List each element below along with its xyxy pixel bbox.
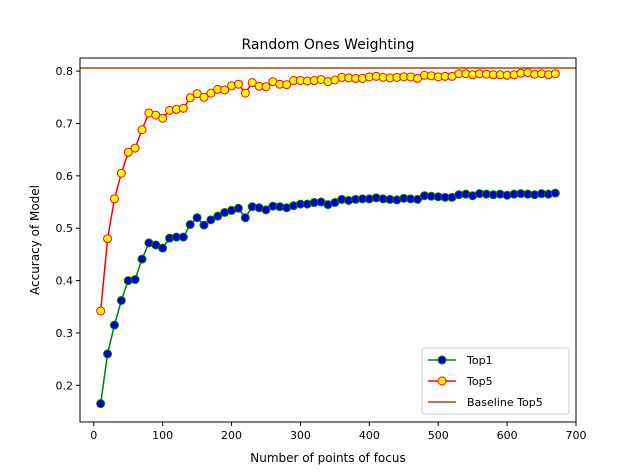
data-point-top5 xyxy=(550,69,560,79)
x-axis-label: Number of points of focus xyxy=(250,451,405,465)
legend-entry: Top1 xyxy=(428,354,493,367)
plot-frame xyxy=(79,57,577,423)
data-point-top5 xyxy=(282,80,292,90)
data-point-top1 xyxy=(240,213,250,223)
chart-title: Random Ones Weighting xyxy=(241,37,414,53)
data-point-top5 xyxy=(240,88,250,98)
data-point-top5 xyxy=(233,79,243,89)
x-tick-label: 500 xyxy=(428,429,449,442)
x-tick-label: 200 xyxy=(221,429,242,442)
data-point-top5 xyxy=(185,93,195,103)
y-axis-label: Accuracy of Model xyxy=(28,185,42,295)
data-point-top5 xyxy=(220,85,230,95)
data-point-top5 xyxy=(158,113,168,123)
y-tick-label: 0.7 xyxy=(56,117,74,130)
x-tick-label: 400 xyxy=(359,429,380,442)
x-tick-label: 100 xyxy=(152,429,173,442)
data-point-top1 xyxy=(261,205,271,215)
data-point-top1 xyxy=(550,188,560,198)
data-point-top5 xyxy=(178,103,188,113)
data-point-top5 xyxy=(247,78,257,88)
data-point-top1 xyxy=(103,349,113,359)
data-point-top1 xyxy=(185,220,195,230)
legend: Top1 Top5 Baseline Top5 xyxy=(421,347,570,415)
data-point-top1 xyxy=(130,275,140,285)
plot-content xyxy=(80,67,576,409)
x-tick-label: 700 xyxy=(566,429,587,442)
x-tick-label: 600 xyxy=(497,429,518,442)
data-point-top1 xyxy=(213,211,223,221)
data-point-top5 xyxy=(96,306,106,316)
data-point-top1 xyxy=(206,215,216,225)
legend-entry: Top5 xyxy=(428,375,493,388)
data-point-top1 xyxy=(116,295,126,305)
y-tick-label: 0.2 xyxy=(56,379,74,392)
series-top5 xyxy=(96,68,560,316)
data-point-top1 xyxy=(137,254,147,264)
data-point-top1 xyxy=(96,399,106,409)
legend-label: Top5 xyxy=(466,375,493,388)
y-tick-label: 0.4 xyxy=(56,275,74,288)
data-point-top5 xyxy=(206,88,216,98)
data-point-top1 xyxy=(158,243,168,253)
legend-box xyxy=(421,347,570,415)
data-point-top1 xyxy=(178,232,188,242)
data-point-top1 xyxy=(413,194,423,204)
data-point-top1 xyxy=(199,220,209,230)
data-point-top5 xyxy=(103,234,113,244)
legend-marker xyxy=(437,376,447,386)
y-tick-label: 0.5 xyxy=(56,222,74,235)
legend-label: Top1 xyxy=(466,354,493,367)
y-tick-label: 0.3 xyxy=(56,327,74,340)
legend-label: Baseline Top5 xyxy=(467,396,543,409)
series-top1 xyxy=(96,188,560,409)
data-point-top1 xyxy=(192,213,202,223)
x-tick-label: 300 xyxy=(290,429,311,442)
data-point-top5 xyxy=(261,82,271,92)
data-point-top1 xyxy=(233,203,243,213)
x-tick-label: 0 xyxy=(90,429,97,442)
y-tick-label: 0.6 xyxy=(56,170,74,183)
data-point-top5 xyxy=(192,89,202,99)
legend-marker xyxy=(437,355,447,365)
data-point-top5 xyxy=(130,143,140,153)
axes: 0 100 200 300 400 500 600 700 0.2 0.3 0.4 0.5 0.6 0.7… xyxy=(56,57,587,442)
data-point-top5 xyxy=(137,125,147,135)
data-point-top5 xyxy=(123,147,133,157)
data-point-top5 xyxy=(109,194,119,204)
data-point-top5 xyxy=(199,92,209,102)
data-point-top5 xyxy=(116,168,126,178)
data-point-top1 xyxy=(109,320,119,330)
legend-entry: Baseline Top5 xyxy=(428,396,543,409)
y-tick-label: 0.8 xyxy=(56,65,74,78)
